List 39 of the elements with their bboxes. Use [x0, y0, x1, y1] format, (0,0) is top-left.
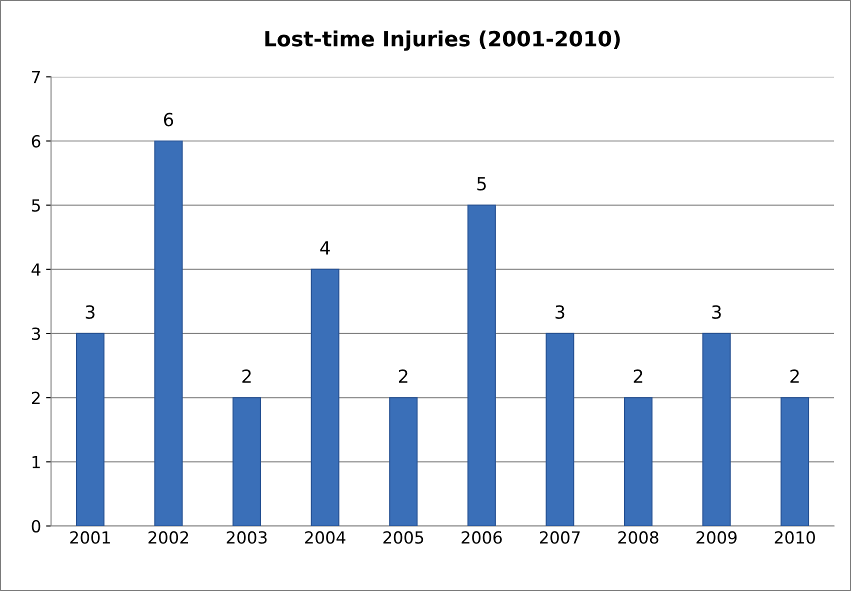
x-tick-label: 2001	[70, 531, 110, 544]
data-label: 2	[398, 369, 408, 383]
x-tick-label: 2003	[226, 531, 267, 544]
bar	[702, 332, 731, 526]
data-label: 5	[477, 177, 486, 191]
x-tick-label: 2004	[305, 531, 346, 544]
y-tick-label: 4	[32, 264, 40, 276]
bar	[310, 268, 340, 526]
data-label: 3	[86, 305, 95, 319]
bar	[76, 332, 104, 526]
bar	[546, 332, 574, 526]
y-tick-label: 2	[32, 392, 40, 404]
y-tick-label: 7	[32, 71, 40, 84]
y-tick-label: 3	[32, 327, 40, 340]
data-label: 2	[790, 369, 799, 383]
bar	[780, 397, 810, 526]
bar	[154, 140, 183, 526]
x-tick-label: 2007	[540, 531, 580, 544]
bar	[232, 397, 262, 526]
y-tick-label: 6	[32, 134, 40, 148]
bar	[624, 397, 653, 526]
y-tick-label: 0	[32, 520, 40, 533]
data-label: 3	[556, 305, 564, 319]
x-tick-label: 2010	[774, 531, 815, 544]
x-tick-label: 2009	[696, 531, 737, 544]
bar	[467, 204, 496, 526]
chart-title: Lost-time Injuries (2001-2010)	[265, 30, 620, 51]
data-label: 2	[634, 369, 642, 383]
data-label: 3	[712, 305, 721, 319]
y-tick-label: 1	[32, 456, 40, 468]
bar	[389, 397, 418, 526]
data-label: 6	[164, 112, 174, 126]
y-tick-label: 5	[32, 199, 40, 212]
data-label: 2	[242, 369, 251, 383]
data-label: 4	[320, 241, 330, 254]
x-tick-label: 2002	[148, 531, 188, 544]
x-tick-label: 2008	[618, 531, 658, 544]
x-tick-label: 2005	[383, 531, 424, 544]
x-tick-label: 2006	[462, 531, 502, 544]
